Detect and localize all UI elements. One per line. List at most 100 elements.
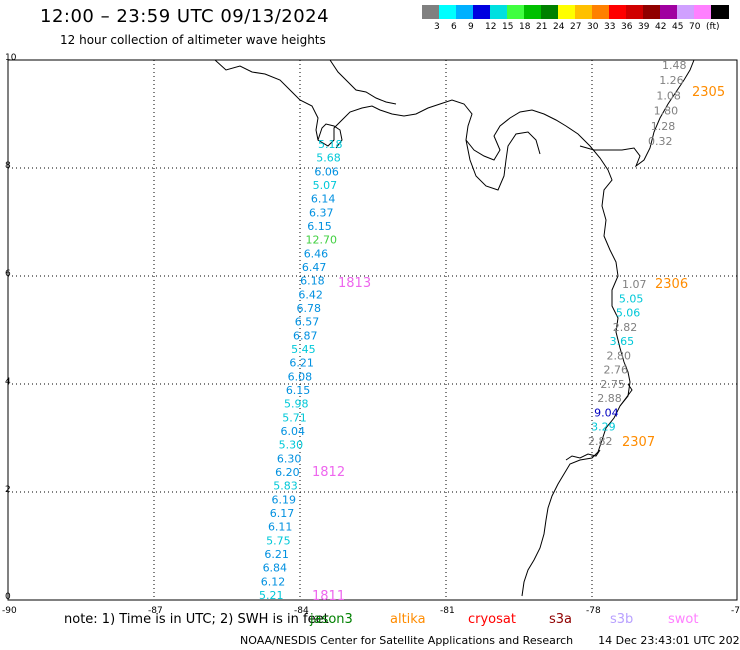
wave-height-label: 2.82 bbox=[613, 321, 638, 334]
scale-swatch bbox=[711, 5, 729, 19]
x-tick-label: -87 bbox=[148, 606, 163, 616]
x-tick-label: -81 bbox=[440, 606, 455, 616]
wave-height-label: 0.32 bbox=[648, 135, 673, 148]
satellite-legend-item: s3a bbox=[549, 612, 573, 627]
coastline-panama-gulf bbox=[465, 131, 541, 191]
scale-swatch bbox=[524, 5, 542, 19]
x-tick-label: -90 bbox=[2, 606, 17, 616]
wave-height-label: 1.07 bbox=[622, 278, 647, 291]
wave-height-label: 9.04 bbox=[594, 406, 619, 419]
wave-height-label: 5.30 bbox=[279, 439, 304, 452]
scale-label: 24 bbox=[553, 22, 565, 32]
footer-credit: NOAA/NESDIS Center for Satellite Applica… bbox=[240, 634, 574, 647]
scale-label: (ft) bbox=[706, 22, 720, 32]
wave-height-label: 6.78 bbox=[297, 302, 322, 315]
satellite-legend-item: jason3 bbox=[310, 612, 353, 627]
legend-note: note: 1) Time is in UTC; 2) SWH is in fe… bbox=[64, 612, 329, 627]
y-tick-label: 10 bbox=[5, 53, 17, 63]
satellite-legend-item: altika bbox=[390, 612, 426, 627]
wave-height-label: 5.68 bbox=[316, 152, 341, 165]
scale-label: 33 bbox=[604, 22, 616, 32]
scale-label: 3 bbox=[434, 22, 440, 32]
map-subtitle: 12 hour collection of altimeter wave hei… bbox=[60, 33, 326, 47]
wave-height-label: 5.75 bbox=[266, 534, 291, 547]
wave-height-label: 5.06 bbox=[616, 307, 641, 320]
wave-height-label: 1.80 bbox=[654, 105, 679, 118]
satellite-legend-item: s3b bbox=[610, 612, 634, 627]
scale-swatch bbox=[422, 5, 440, 19]
wave-height-label: 2.76 bbox=[603, 364, 628, 377]
wave-height-label: 6.42 bbox=[298, 288, 323, 301]
wave-height-label: 6.87 bbox=[293, 329, 318, 342]
pass-label: 1811 bbox=[312, 589, 345, 604]
wave-height-label: 6.15 bbox=[307, 220, 332, 233]
wave-height-label: 2.88 bbox=[597, 392, 622, 405]
wave-height-label: 1.08 bbox=[656, 89, 681, 102]
y-tick-label: 4 bbox=[5, 377, 11, 387]
scale-swatch bbox=[626, 5, 644, 19]
pass-label: 2306 bbox=[655, 277, 688, 292]
wave-height-label: 6.11 bbox=[268, 521, 293, 534]
wave-height-label: 5.21 bbox=[259, 589, 284, 602]
y-tick-label: 2 bbox=[5, 485, 11, 495]
scale-swatch bbox=[507, 5, 525, 19]
scale-label: 45 bbox=[672, 22, 684, 32]
wave-height-label: 2.75 bbox=[600, 378, 625, 391]
scale-swatch bbox=[643, 5, 661, 19]
scale-label: 15 bbox=[502, 22, 514, 32]
scale-swatch bbox=[677, 5, 695, 19]
wave-height-label: 6.20 bbox=[275, 466, 300, 479]
wave-height-label: 6.47 bbox=[302, 261, 327, 274]
scale-swatch bbox=[456, 5, 474, 19]
lat-lon-grid bbox=[8, 60, 737, 600]
map-title: 12:00 – 23:59 UTC 09/13/2024 bbox=[40, 6, 330, 27]
wave-height-label: 6.21 bbox=[289, 357, 314, 370]
wave-height-label: 5.18 bbox=[318, 138, 343, 151]
satellite-legend-item: swot bbox=[668, 612, 699, 627]
wave-height-label: 6.46 bbox=[304, 247, 329, 260]
wave-height-label: 6.06 bbox=[314, 165, 339, 178]
wave-height-label: 5.71 bbox=[282, 411, 307, 424]
wave-height-label: 6.21 bbox=[264, 548, 289, 561]
wave-height-label: 1.26 bbox=[659, 74, 684, 87]
wave-height-label: 6.15 bbox=[286, 384, 311, 397]
pass-label: 2307 bbox=[622, 435, 655, 450]
pass-label: 1812 bbox=[312, 465, 345, 480]
wave-height-label: 6.12 bbox=[261, 575, 286, 588]
wave-height-label: 2.80 bbox=[607, 349, 632, 362]
coastline-caribbean bbox=[329, 59, 397, 105]
scale-swatch bbox=[660, 5, 678, 19]
scale-swatch bbox=[609, 5, 627, 19]
wave-height-label: 6.14 bbox=[311, 193, 336, 206]
scale-label: 18 bbox=[519, 22, 531, 32]
y-tick-label: 0 bbox=[5, 592, 11, 602]
pass-label: 2305 bbox=[692, 85, 725, 100]
coastline-mangrove bbox=[565, 383, 633, 461]
scale-swatch bbox=[694, 5, 712, 19]
coastline bbox=[214, 59, 695, 597]
wave-height-label: 3.29 bbox=[591, 421, 616, 434]
wave-height-label: 6.84 bbox=[263, 562, 288, 575]
scale-swatch bbox=[439, 5, 457, 19]
scale-label: 21 bbox=[536, 22, 548, 32]
x-tick-label: -75 bbox=[731, 606, 740, 616]
wave-height-label: 6.04 bbox=[280, 425, 305, 438]
wave-height-label: 6.17 bbox=[270, 507, 295, 520]
wave-height-label: 5.45 bbox=[291, 343, 316, 356]
axis-labels: -90 -87 -84 -81 -78 -75 0 2 4 6 8 10 bbox=[2, 53, 740, 616]
wave-height-label: 1.48 bbox=[662, 59, 687, 72]
map-frame bbox=[7, 59, 738, 601]
x-tick-label: -78 bbox=[586, 606, 601, 616]
scale-swatch bbox=[575, 5, 593, 19]
pass-label: 1813 bbox=[338, 276, 371, 291]
scale-label: 6 bbox=[451, 22, 457, 32]
scale-label: 27 bbox=[570, 22, 582, 32]
wave-height-label: 5.05 bbox=[619, 292, 644, 305]
scale-label: 12 bbox=[485, 22, 497, 32]
scale-label: 42 bbox=[655, 22, 667, 32]
wave-height-label: 6.30 bbox=[277, 452, 302, 465]
wave-height-label: 6.08 bbox=[288, 370, 313, 383]
wave-height-label: 6.18 bbox=[300, 275, 325, 288]
wave-height-label: 5.98 bbox=[284, 398, 309, 411]
